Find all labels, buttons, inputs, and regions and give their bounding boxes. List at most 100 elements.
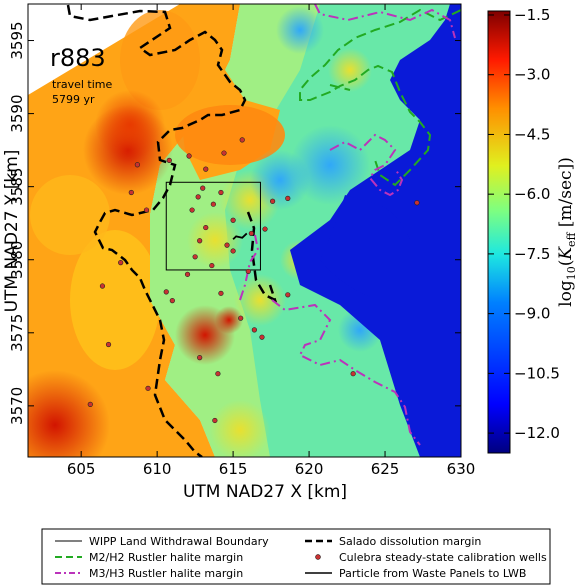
calibration-well [166, 157, 172, 163]
overlay-lines [66, 4, 461, 457]
calibration-well [224, 242, 230, 248]
legend-label: Culebra steady-state calibration wells [339, 551, 547, 564]
y-tick-label: 3590 [8, 95, 26, 133]
legend: WIPP Land Withdrawal Boundary Salado dis… [41, 528, 551, 585]
colorbar-tick-label: −12.0 [514, 424, 560, 442]
calibration-well [218, 290, 224, 296]
y-axis-ticks: 3570 3575 3580 3585 3590 3595 [8, 21, 461, 425]
calibration-well [262, 226, 268, 232]
calibration-well [128, 189, 134, 196]
legend-item-wells: Culebra steady-state calibration wells [315, 551, 547, 564]
calibration-well [145, 385, 151, 391]
x-axis-ticks: 605 610 615 620 625 630 [67, 4, 475, 478]
wipp-land-withdrawal-boundary [165, 181, 261, 271]
legend-label: M3/H3 Rustler halite margin [89, 567, 243, 580]
calibration-well [99, 283, 106, 289]
calibration-well [203, 224, 209, 231]
legend-item-m2: M2/H2 Rustler halite margin [55, 551, 243, 564]
calibration-well [285, 195, 291, 201]
calibration-well [212, 417, 218, 424]
realization-annotation: r883 travel time 5799 yr [50, 44, 112, 106]
x-tick-label: 610 [143, 460, 172, 478]
legend-label: M2/H2 Rustler halite margin [89, 551, 243, 564]
x-axis-label: UTM NAD27 X [km] [183, 482, 347, 502]
salado-dissolution-margin-east [246, 211, 278, 303]
colorbar-tick-label: −4.5 [514, 125, 550, 143]
calibration-well [218, 189, 224, 196]
calibration-well [270, 198, 276, 204]
legend-item-m3: M3/H3 Rustler halite margin [55, 567, 243, 580]
legend-label: Particle from Waste Panels to LWB [339, 567, 526, 580]
legend-label: Salado dissolution margin [339, 535, 481, 548]
calibration-well [184, 271, 191, 277]
calibration-well [350, 371, 356, 377]
legend-item-wipp-boundary: WIPP Land Withdrawal Boundary [55, 535, 269, 548]
calibration-well [195, 194, 201, 200]
legend-swatch-dot [315, 554, 321, 560]
calibration-well [209, 262, 215, 269]
calibration-well [186, 153, 192, 159]
colorbar-tick-label: −6.0 [514, 185, 550, 203]
calibration-well [105, 341, 112, 348]
calibration-well [189, 207, 195, 213]
calibration-well [230, 217, 236, 223]
colorbar-tick-label: −7.5 [514, 245, 550, 263]
m3-rustler-margin-north [314, 4, 456, 39]
calibration-well [285, 292, 291, 298]
y-tick-label: 3570 [8, 387, 26, 425]
calibration-well [215, 371, 221, 377]
calibration-well [239, 137, 245, 143]
y-axis-label: UTM NAD27 Y [km] [2, 150, 22, 313]
plot-area: r883 travel time 5799 yr [27, 3, 462, 458]
calibration-well [238, 315, 244, 321]
x-tick-label: 630 [447, 460, 476, 478]
k-field-heatmap [28, 4, 461, 457]
x-tick-label: 615 [219, 460, 248, 478]
colorbar-tick-label: −10.5 [514, 364, 560, 382]
travel-time-label: travel time [52, 78, 112, 91]
calibration-well [210, 201, 216, 207]
calibration-well [200, 185, 206, 191]
calibration-well [259, 334, 265, 340]
calibration-well [245, 268, 251, 275]
colorbar-tick-label: −1.5 [514, 6, 550, 24]
calibration-well [248, 230, 254, 237]
calibration-well [221, 150, 227, 156]
calibration-well [169, 298, 175, 304]
particle-path [232, 232, 248, 240]
wells-layer [87, 137, 420, 424]
colorbar-gradient [487, 10, 511, 454]
particle-path-layer [232, 232, 248, 240]
calibration-well [87, 401, 93, 407]
calibration-well [197, 355, 203, 361]
colorbar-label: log10(Keff [m/sec]) [556, 157, 578, 307]
colorbar-tick-label: −3.0 [514, 66, 550, 84]
calibration-well [414, 200, 420, 206]
colorbar: −1.5 −3.0 −4.5 −6.0 −7.5 −9.0 −10.5 −12.0 log10… [487, 6, 578, 454]
y-tick-label: 3585 [8, 168, 26, 206]
x-tick-label: 625 [371, 460, 400, 478]
m3-rustler-margin-loop [329, 133, 404, 197]
travel-time-value: 5799 yr [52, 93, 95, 106]
colorbar-ticks: −1.5 −3.0 −4.5 −6.0 −7.5 −9.0 −10.5 −12.0 [488, 6, 560, 442]
calibration-well [118, 260, 124, 266]
colorbar-tick-label: −9.0 [514, 305, 550, 323]
calibration-well [192, 254, 198, 260]
legend-box [41, 528, 551, 585]
x-tick-label: 605 [67, 460, 96, 478]
legend-item-particle: Particle from Waste Panels to LWB [305, 567, 526, 580]
x-tick-label: 620 [295, 460, 324, 478]
calibration-well [143, 207, 150, 213]
y-tick-label: 3580 [8, 241, 26, 279]
legend-item-salado: Salado dissolution margin [305, 535, 481, 548]
m2-rustler-margin [299, 8, 461, 187]
y-tick-label: 3595 [8, 21, 26, 59]
y-tick-label: 3575 [8, 314, 26, 352]
realization-label: r883 [50, 44, 106, 72]
plot-frame [27, 3, 462, 458]
calibration-well [163, 289, 169, 295]
legend-label: WIPP Land Withdrawal Boundary [89, 535, 269, 548]
calibration-well [230, 248, 236, 254]
calibration-well [251, 327, 257, 333]
